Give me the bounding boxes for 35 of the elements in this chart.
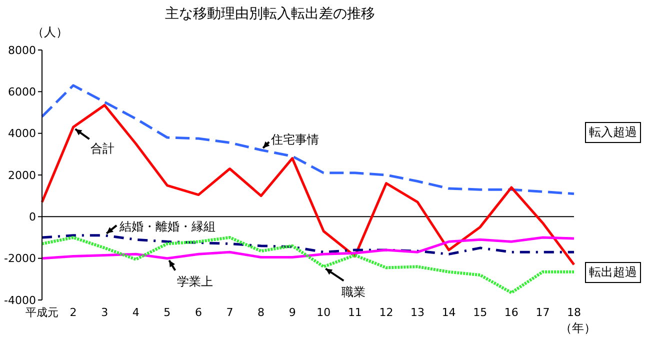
y-axis-title: （人） — [32, 24, 68, 41]
y-tick-label: 2000 — [8, 168, 36, 182]
series-label: 住宅事情 — [270, 132, 320, 146]
x-tick-label: 16 — [504, 306, 518, 319]
series-label: 学業上 — [177, 274, 214, 289]
series-label: 結婚・離婚・縁組 — [118, 220, 216, 234]
x-tick-label: 2 — [70, 306, 77, 319]
x-tick-label: 平成元 — [26, 306, 58, 319]
x-tick-label: 18 — [567, 306, 581, 319]
y-tick-label: 6000 — [8, 86, 36, 99]
y-tick-label: -2000 — [4, 252, 36, 266]
x-axis-title: （年） — [560, 320, 596, 337]
series-label: 職業 — [342, 284, 366, 299]
text: 転出超過 — [585, 262, 641, 283]
x-tick-label: 6 — [194, 306, 202, 319]
x-tick-label: 8 — [258, 306, 265, 319]
x-tick-label: 17 — [536, 306, 550, 319]
x-tick-label: 5 — [164, 306, 171, 319]
y-tick-label: 4000 — [8, 127, 36, 140]
text: 転入超過 — [585, 122, 641, 143]
y-tick-label: 8000 — [8, 44, 36, 57]
x-tick-label: 11 — [348, 306, 362, 319]
x-tick-label: 13 — [410, 306, 425, 319]
x-tick-label: 15 — [473, 306, 488, 319]
y-tick-label: 0 — [29, 210, 36, 224]
x-tick-label: 7 — [226, 306, 234, 319]
series-label: 合計 — [90, 141, 114, 156]
x-tick-label: 10 — [316, 306, 331, 319]
x-tick-label: 4 — [132, 306, 140, 319]
chart-title: 主な移動理由別転入転出差の推移 — [164, 5, 376, 23]
x-tick-label: 14 — [442, 306, 456, 319]
y-tick-label: -4000 — [4, 294, 36, 307]
x-tick-label: 9 — [288, 306, 296, 319]
x-tick-label: 12 — [379, 306, 394, 319]
x-tick-label: 3 — [101, 306, 108, 319]
